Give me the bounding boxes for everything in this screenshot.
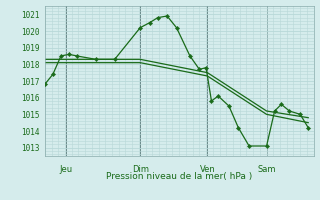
Text: Dim: Dim [132,165,149,174]
Text: Ven: Ven [200,165,215,174]
Text: Sam: Sam [257,165,276,174]
X-axis label: Pression niveau de la mer( hPa ): Pression niveau de la mer( hPa ) [106,172,252,181]
Text: Jeu: Jeu [60,165,73,174]
